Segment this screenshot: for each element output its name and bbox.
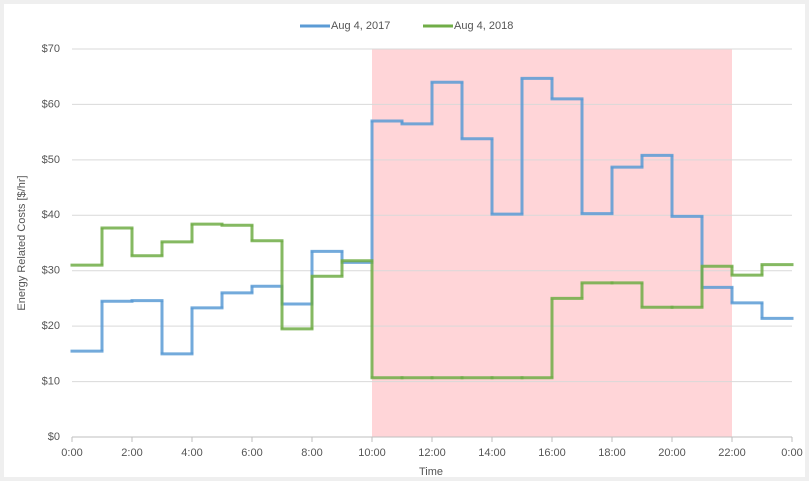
y-tick-label: $0 <box>48 431 60 443</box>
x-tick-label: 2:00 <box>121 447 142 459</box>
x-tick-label: 16:00 <box>538 447 566 459</box>
y-tick-label: $60 <box>42 98 60 110</box>
legend-label: Aug 4, 2017 <box>331 20 390 32</box>
x-tick-label: 18:00 <box>598 447 626 459</box>
x-tick-label: 10:00 <box>358 447 386 459</box>
x-tick-label: 22:00 <box>718 447 746 459</box>
y-tick-label: $70 <box>42 43 60 55</box>
x-axis-label: Time <box>419 466 443 478</box>
x-tick-label: 0:00 <box>61 447 82 459</box>
y-tick-label: $40 <box>42 209 60 221</box>
legend-label: Aug 4, 2018 <box>454 20 513 32</box>
x-tick-label: 20:00 <box>658 447 686 459</box>
y-tick-label: $10 <box>42 375 60 387</box>
x-tick-label: 12:00 <box>418 447 446 459</box>
x-tick-label: 14:00 <box>478 447 506 459</box>
y-tick-label: $50 <box>42 154 60 166</box>
y-tick-label: $30 <box>42 265 60 277</box>
x-tick-label: 6:00 <box>241 447 262 459</box>
x-tick-label: 4:00 <box>181 447 202 459</box>
y-tick-label: $20 <box>42 320 60 332</box>
x-tick-label: 8:00 <box>301 447 322 459</box>
x-tick-label: 0:00 <box>781 447 802 459</box>
y-axis-label: Energy Related Costs [$/hr] <box>16 175 28 310</box>
